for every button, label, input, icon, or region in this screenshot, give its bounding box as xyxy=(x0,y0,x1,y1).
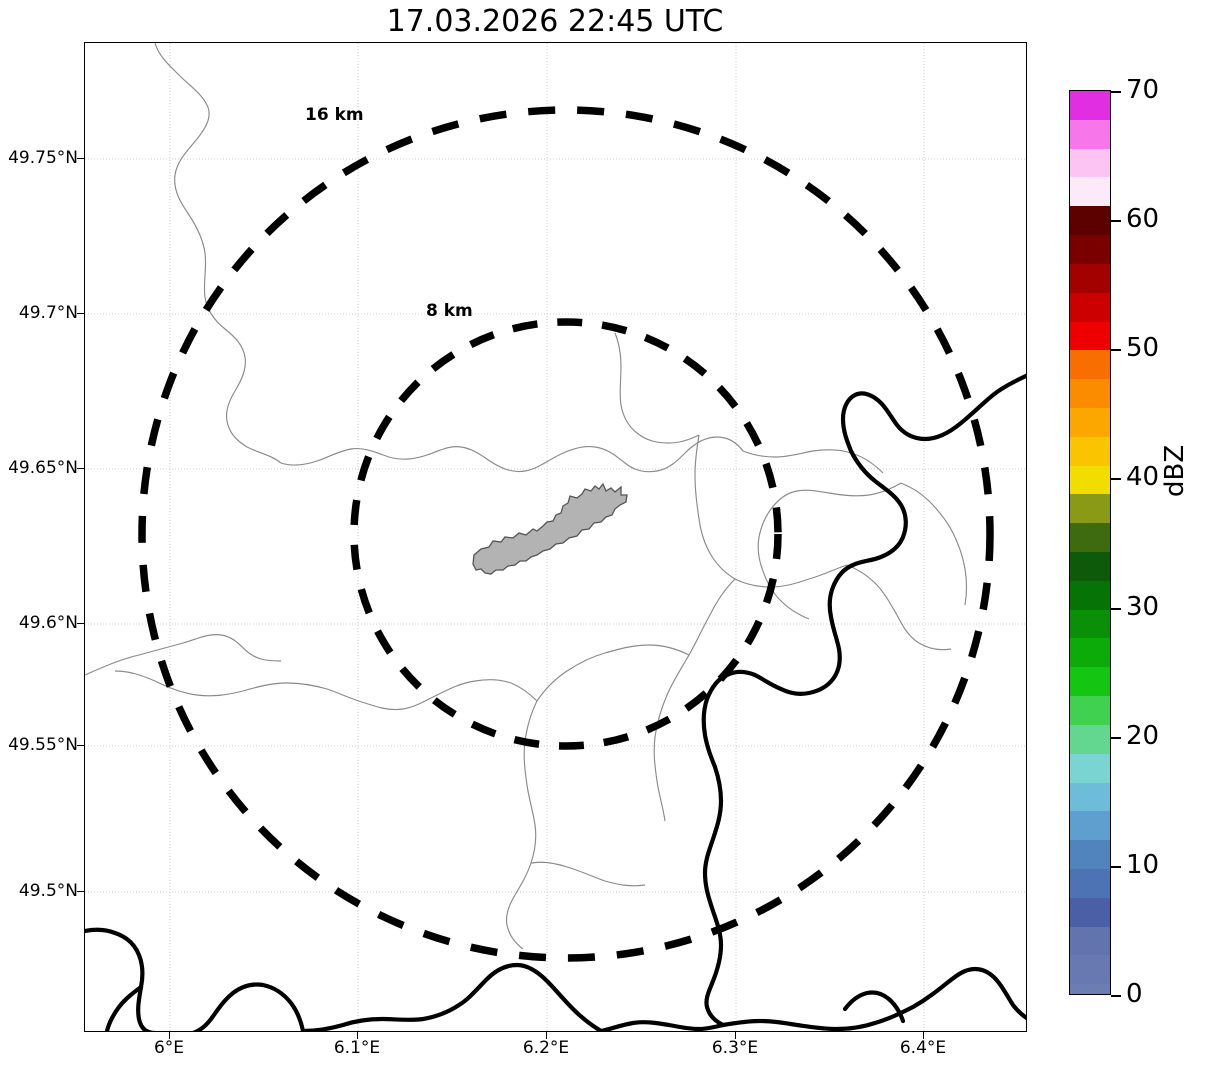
page-title: 17.03.2026 22:45 UTC xyxy=(386,4,724,39)
range-ring-label-8km: 8 km xyxy=(426,301,473,321)
xaxis-label-0: 6°E xyxy=(153,1038,185,1058)
colorbar-band xyxy=(1070,436,1110,466)
xtick-mark xyxy=(169,1032,171,1039)
range-ring-label-16km: 16 km xyxy=(305,105,364,125)
colorbar-band xyxy=(1070,955,1110,985)
colorbar-band xyxy=(1070,811,1110,841)
colorbar-band xyxy=(1070,379,1110,408)
colorbar-band xyxy=(1070,91,1110,120)
colorbar-label-70: 70 xyxy=(1126,75,1160,105)
colorbar-band xyxy=(1070,782,1110,812)
colorbar-tick xyxy=(1111,478,1121,480)
yaxis-label-0: 49.75°N xyxy=(8,148,78,168)
yaxis-label-5: 49.5°N xyxy=(18,881,78,901)
xtick-mark xyxy=(735,1032,737,1039)
colorbar-band xyxy=(1070,350,1110,380)
range-ring-8km xyxy=(350,318,782,750)
yaxis-label-3: 49.6°N xyxy=(18,613,78,633)
map-gridlines xyxy=(85,43,1026,1031)
colorbar-label-40: 40 xyxy=(1126,462,1160,492)
colorbar-band xyxy=(1070,897,1110,927)
ytick-mark xyxy=(77,745,84,747)
colorbar-band xyxy=(1070,724,1110,754)
range-ring-16km xyxy=(138,106,994,962)
colorbar-band xyxy=(1070,984,1110,994)
colorbar-label-0: 0 xyxy=(1126,979,1143,1009)
yaxis-label-4: 49.55°N xyxy=(8,735,78,755)
colorbar-band xyxy=(1070,753,1110,783)
colorbar-band xyxy=(1070,177,1110,207)
colorbar-band xyxy=(1070,263,1110,293)
colorbar-band xyxy=(1070,206,1110,236)
radar-map-plot: 16 km 8 km xyxy=(84,42,1027,1032)
colorbar-band xyxy=(1070,926,1110,956)
xtick-mark xyxy=(357,1032,359,1039)
colorbar-tick xyxy=(1111,349,1121,351)
yaxis-label-2: 49.65°N xyxy=(8,458,78,478)
ytick-mark xyxy=(77,891,84,893)
colorbar-band xyxy=(1070,494,1110,524)
xtick-mark xyxy=(923,1032,925,1039)
colorbar-band xyxy=(1070,609,1110,639)
colorbar-band xyxy=(1070,148,1110,178)
colorbar-tick xyxy=(1111,220,1121,222)
district-boundaries xyxy=(85,43,968,950)
ytick-mark xyxy=(77,468,84,470)
ytick-mark xyxy=(77,158,84,160)
map-canvas xyxy=(85,43,1026,1031)
lake-polygon xyxy=(472,482,628,575)
colorbar-band xyxy=(1070,407,1110,437)
colorbar-band xyxy=(1070,465,1110,495)
xaxis-label-1: 6.1°E xyxy=(333,1038,381,1058)
colorbar-band xyxy=(1070,840,1110,869)
colorbar-label-30: 30 xyxy=(1126,592,1160,622)
colorbar-band xyxy=(1070,119,1110,149)
colorbar xyxy=(1069,90,1111,995)
xtick-mark xyxy=(546,1032,548,1039)
colorbar-band xyxy=(1070,580,1110,610)
xaxis-label-3: 6.3°E xyxy=(711,1038,759,1058)
range-rings xyxy=(138,106,994,962)
colorbar-tick xyxy=(1111,995,1121,997)
yaxis-label-1: 49.7°N xyxy=(18,303,78,323)
colorbar-band xyxy=(1070,523,1110,552)
colorbar-band xyxy=(1070,552,1110,581)
colorbar-tick xyxy=(1111,608,1121,610)
ytick-mark xyxy=(77,623,84,625)
colorbar-band xyxy=(1070,321,1110,351)
colorbar-label-20: 20 xyxy=(1126,721,1160,751)
colorbar-band xyxy=(1070,868,1110,898)
colorbar-band xyxy=(1070,667,1110,697)
xaxis-label-2: 6.2°E xyxy=(522,1038,570,1058)
colorbar-band xyxy=(1070,292,1110,322)
colorbar-band xyxy=(1070,696,1110,725)
colorbar-label-50: 50 xyxy=(1126,333,1160,363)
xaxis-label-4: 6.4°E xyxy=(899,1038,947,1058)
ytick-mark xyxy=(77,313,84,315)
colorbar-axis-title: dBZ xyxy=(1160,444,1190,497)
colorbar-label-60: 60 xyxy=(1126,204,1160,234)
national-border xyxy=(85,373,1026,1031)
colorbar-tick xyxy=(1111,91,1121,93)
colorbar-band xyxy=(1070,638,1110,668)
colorbar-tick xyxy=(1111,737,1121,739)
colorbar-label-10: 10 xyxy=(1126,850,1160,880)
colorbar-tick xyxy=(1111,866,1121,868)
colorbar-band xyxy=(1070,235,1110,264)
